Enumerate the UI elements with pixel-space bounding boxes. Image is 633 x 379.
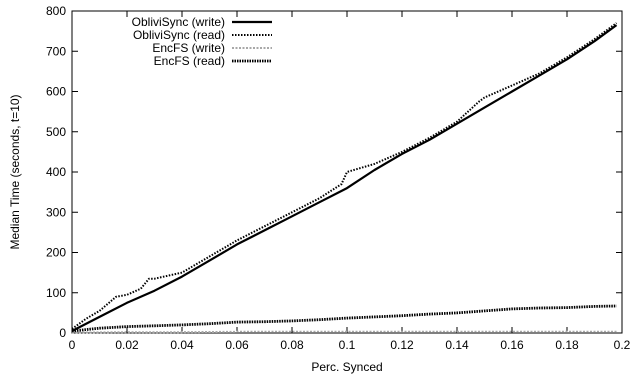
series-line-0 [71, 24, 618, 332]
x-tick-label: 0 [69, 338, 76, 352]
legend-label: EncFS (write) [152, 41, 225, 55]
series-line-2 [71, 330, 617, 334]
legend-label: ObliviSync (read) [133, 28, 225, 42]
y-tick-label: 200 [46, 246, 66, 260]
x-tick-label: 0.2 [614, 338, 631, 352]
x-axis-label: Perc. Synced [311, 360, 382, 374]
x-tick-label: 0.18 [555, 338, 579, 352]
x-tick-label: 0.1 [339, 338, 356, 352]
y-axis-label: Median Time (seconds, t=10) [8, 94, 22, 249]
x-tick-label: 0.12 [390, 338, 414, 352]
y-tick-label: 500 [46, 125, 66, 139]
x-tick-label: 0.04 [170, 338, 194, 352]
x-tick-label: 0.16 [500, 338, 524, 352]
x-tick-label: 0.02 [115, 338, 139, 352]
y-tick-label: 700 [46, 44, 66, 58]
x-tick-label: 0.06 [225, 338, 249, 352]
legend-label: ObliviSync (write) [132, 15, 225, 29]
y-tick-label: 100 [46, 286, 66, 300]
legend: ObliviSync (write)ObliviSync (read)EncFS… [132, 15, 272, 68]
x-tick-label: 0.08 [280, 338, 304, 352]
series-line-3 [71, 304, 617, 333]
legend-label: EncFS (read) [154, 54, 225, 68]
y-tick-label: 0 [59, 326, 66, 340]
x-tick-label: 0.14 [445, 338, 469, 352]
y-tick-label: 400 [46, 165, 66, 179]
series-lines [71, 22, 618, 334]
series-line-1 [71, 22, 618, 330]
y-axis-ticks: 0 100 200 300 400 500 600 700 800 [46, 4, 622, 340]
y-tick-label: 800 [46, 4, 66, 18]
y-tick-label: 600 [46, 85, 66, 99]
y-tick-label: 300 [46, 205, 66, 219]
x-axis-ticks: 0 0.02 0.04 0.06 0.08 0.1 0.12 0.14 0.16 0.18 0.2 [69, 11, 631, 352]
